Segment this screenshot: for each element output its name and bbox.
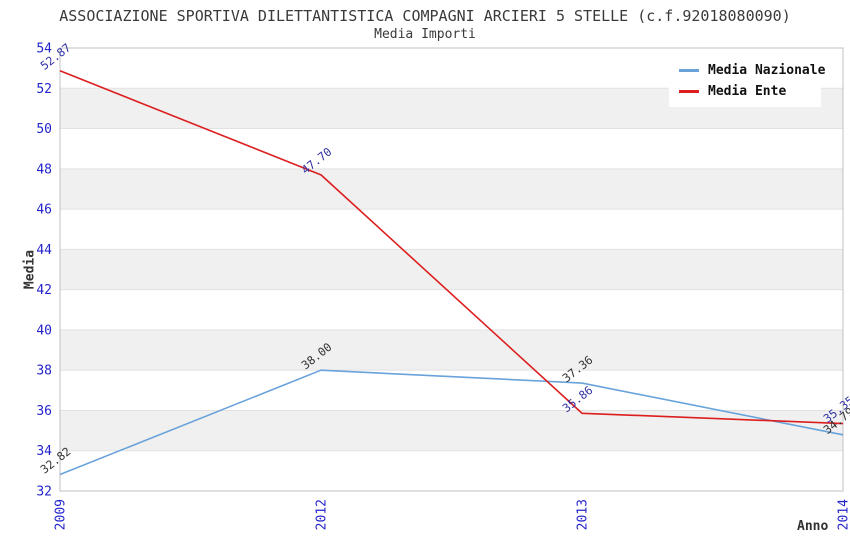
plot-band — [60, 410, 843, 451]
plot-band — [60, 168, 843, 210]
y-axis-title: Media — [22, 249, 38, 290]
y-tick-label: 42 — [36, 283, 52, 298]
x-tick-label: 2013 — [576, 499, 591, 530]
x-tick-label: 2012 — [315, 499, 330, 530]
chart-title: ASSOCIAZIONE SPORTIVA DILETTANTISTICA CO… — [59, 7, 791, 25]
plot-band — [60, 249, 843, 290]
y-tick-label: 36 — [36, 404, 52, 419]
legend-swatch-icon — [679, 69, 699, 72]
legend-item: Media Ente — [679, 81, 821, 102]
legend-item-label: Media Ente — [708, 84, 787, 99]
y-tick-label: 32 — [36, 485, 52, 500]
y-tick-label: 52 — [36, 82, 52, 97]
x-tick-label: 2014 — [837, 499, 850, 530]
legend: Media Nazionale Media Ente — [669, 55, 825, 107]
series-line — [59, 70, 844, 425]
x-tick-label: 2009 — [54, 499, 69, 530]
y-tick-label: 50 — [36, 122, 52, 137]
legend-item-label: Media Nazionale — [708, 63, 826, 78]
y-tick-label: 40 — [36, 323, 52, 338]
series-line — [59, 369, 844, 476]
y-tick-label: 48 — [36, 162, 52, 177]
x-axis-title: Anno — [797, 519, 829, 534]
y-tick-label: 34 — [36, 444, 52, 459]
plot-border — [59, 47, 844, 492]
y-tick-label: 44 — [36, 243, 52, 258]
plot-band — [60, 329, 843, 371]
y-tick-label: 38 — [36, 364, 52, 379]
chart-subtitle: Media Importi — [374, 27, 476, 42]
y-tick-label: 54 — [36, 42, 52, 57]
legend-swatch-icon — [679, 90, 699, 93]
legend-item: Media Nazionale — [679, 60, 825, 81]
y-tick-label: 46 — [36, 203, 52, 218]
